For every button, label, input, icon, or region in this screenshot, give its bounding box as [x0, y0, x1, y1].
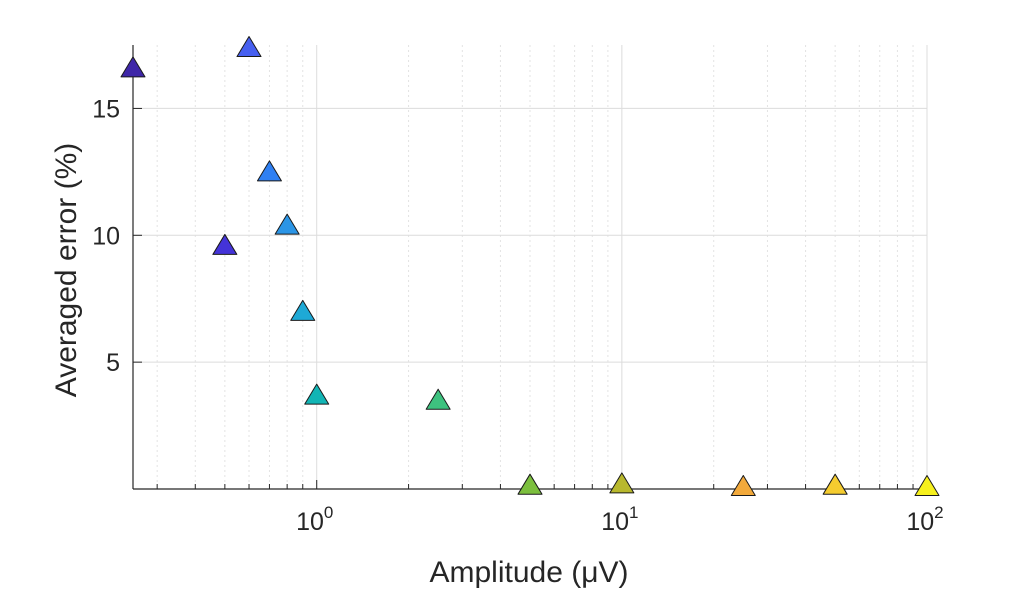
y-tick-label: 5	[106, 349, 120, 377]
data-point	[609, 472, 635, 494]
y-tick-label: 10	[92, 222, 120, 250]
data-point	[822, 473, 848, 495]
grid	[133, 45, 928, 489]
data-point	[212, 233, 238, 255]
tick-labels: 100 101 102 5 10 15	[92, 95, 943, 536]
data-point	[425, 388, 451, 410]
x-axis-label: Amplitude (μV)	[429, 556, 628, 589]
data-point	[120, 56, 146, 78]
data-point	[517, 473, 543, 495]
x-tick-label: 102	[906, 503, 943, 536]
x-tick-label: 100	[296, 503, 333, 536]
data-point	[914, 474, 940, 496]
data-points	[120, 36, 940, 496]
data-point	[730, 474, 756, 496]
data-point	[290, 299, 316, 321]
data-point	[256, 160, 282, 182]
data-point	[236, 36, 262, 58]
data-point	[304, 383, 330, 405]
y-tick-label: 15	[92, 95, 120, 123]
y-axis-label: Averaged error (%)	[50, 143, 83, 398]
data-point	[274, 213, 300, 235]
x-tick-label: 101	[601, 503, 638, 536]
